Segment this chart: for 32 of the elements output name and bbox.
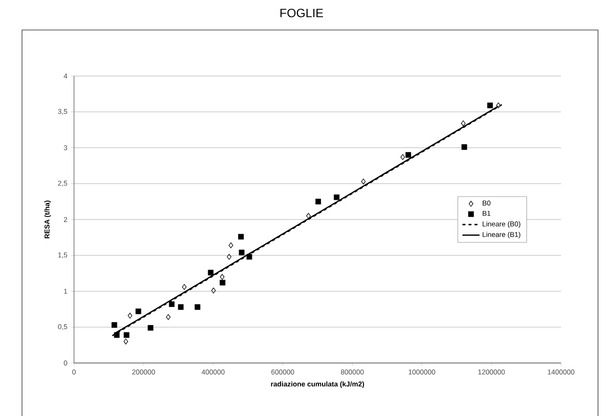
point (114, 332, 120, 338)
point (148, 325, 154, 331)
point (194, 304, 200, 310)
point (400, 154, 405, 160)
point (246, 254, 252, 260)
point (128, 312, 132, 319)
point (220, 280, 226, 286)
point (315, 198, 321, 204)
point (124, 338, 128, 344)
point (361, 178, 366, 184)
point (182, 284, 187, 290)
point (124, 332, 130, 338)
point (238, 234, 244, 240)
point (405, 152, 412, 158)
point (166, 314, 171, 320)
chart-title: FOGLIE (280, 8, 323, 18)
point (220, 274, 224, 280)
point (238, 250, 244, 256)
point (112, 322, 118, 328)
point (168, 301, 175, 307)
point (208, 270, 214, 276)
point (461, 120, 466, 126)
point (306, 213, 311, 219)
point (136, 308, 142, 314)
point (226, 254, 232, 260)
point (334, 194, 340, 200)
point (228, 242, 234, 248)
point (487, 102, 493, 108)
point (496, 102, 501, 108)
point (178, 304, 184, 310)
point (462, 144, 468, 150)
point (211, 288, 216, 294)
